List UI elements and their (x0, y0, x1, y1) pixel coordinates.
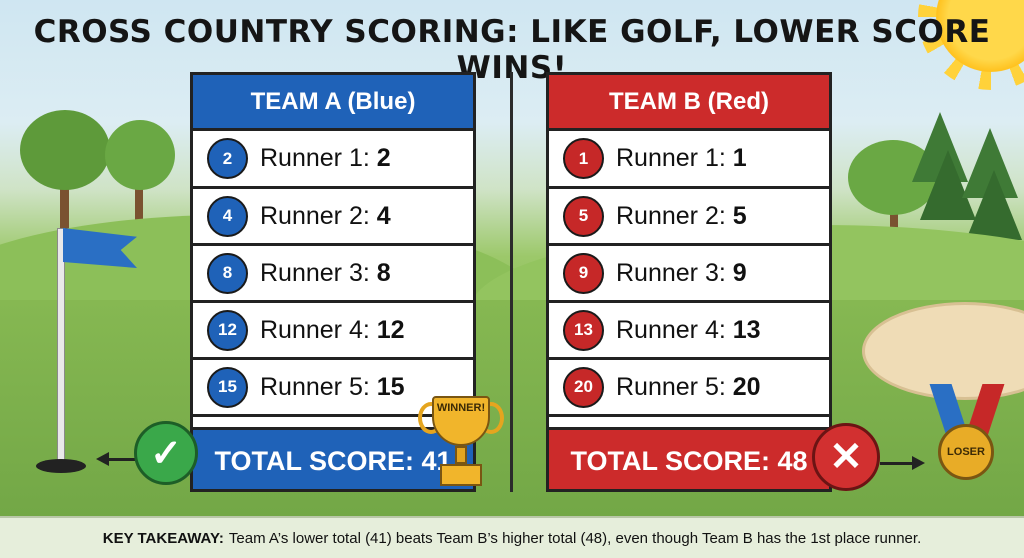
runner-line: Runner 5: 20 (616, 373, 761, 402)
arrow-right-icon (912, 456, 925, 470)
team-a-row: 4 Runner 2: 4 (193, 189, 473, 246)
team-a-total: TOTAL SCORE: 41 (193, 427, 473, 489)
team-b-row: 9 Runner 3: 9 (549, 246, 829, 303)
place-badge: 9 (563, 252, 604, 294)
runner-line: Runner 2: 5 (616, 202, 747, 231)
key-takeaway: KEY TAKEAWAY: Team A’s lower total (41) … (0, 516, 1024, 558)
place-badge: 4 (207, 195, 248, 237)
trophy-base (440, 464, 482, 486)
place-badge: 8 (207, 252, 248, 294)
runner-line: Runner 5: 15 (260, 373, 405, 402)
runner-label: Runner 2: (260, 201, 370, 230)
runner-score: 9 (732, 258, 747, 287)
takeaway-text: Team A’s lower total (41) beats Team B’s… (228, 529, 922, 547)
runner-score: 12 (376, 315, 405, 344)
team-b-panel: TEAM B (Red) 1 Runner 1: 1 5 Runner 2: 5… (546, 72, 832, 492)
runner-line: Runner 1: 2 (260, 144, 391, 173)
runner-score: 2 (376, 144, 391, 172)
team-a-row: 12 Runner 4: 12 (193, 303, 473, 360)
tree (20, 110, 110, 190)
trophy-stem (455, 446, 467, 464)
team-b-row: 5 Runner 2: 5 (549, 189, 829, 246)
team-a-title: TEAM A (Blue) (193, 75, 473, 131)
team-a-row: 8 Runner 3: 8 (193, 246, 473, 303)
place-badge: 2 (207, 138, 248, 179)
team-b-row: 20 Runner 5: 20 (549, 360, 829, 417)
place-badge: 5 (563, 195, 604, 237)
place-badge: 1 (563, 138, 604, 179)
runner-label: Runner 1: (260, 144, 370, 172)
runner-score: 1 (732, 144, 747, 172)
runner-score: 8 (376, 258, 391, 287)
team-b-row: 13 Runner 4: 13 (549, 303, 829, 360)
runner-line: Runner 4: 13 (616, 316, 761, 345)
runner-line: Runner 3: 8 (260, 259, 391, 288)
tree-trunk (890, 185, 898, 245)
runner-label: Runner 1: (616, 144, 726, 172)
medal-icon: LOSER (929, 384, 1010, 494)
trophy-icon: WINNER! (418, 392, 504, 492)
sand-bunker (862, 302, 1024, 400)
runner-label: Runner 4: (616, 315, 726, 344)
pine-tree (966, 170, 1022, 240)
tree-trunk (60, 160, 69, 230)
runner-line: Runner 3: 9 (616, 259, 747, 288)
runner-score: 4 (376, 201, 391, 230)
runner-score: 15 (376, 372, 405, 401)
medal-disc: LOSER (938, 424, 994, 480)
trophy-cup (432, 396, 490, 446)
runner-label: Runner 3: (616, 258, 726, 287)
tree (105, 120, 175, 190)
team-b-title: TEAM B (Red) (549, 75, 829, 131)
runner-label: Runner 5: (616, 372, 726, 401)
runner-score: 13 (732, 315, 761, 344)
takeaway-label: KEY TAKEAWAY: (102, 529, 224, 547)
place-badge: 20 (563, 366, 604, 408)
place-badge: 13 (563, 309, 604, 351)
runner-label: Runner 2: (616, 201, 726, 230)
arrow-left-icon (96, 452, 109, 466)
runner-score: 20 (732, 372, 761, 401)
runner-label: Runner 4: (260, 315, 370, 344)
runner-label: Runner 3: (260, 258, 370, 287)
center-divider (510, 72, 513, 492)
winner-label: WINNER! (436, 402, 486, 414)
runner-line: Runner 2: 4 (260, 202, 391, 231)
team-b-row: 1 Runner 1: 1 (549, 131, 829, 189)
flagpole (57, 228, 65, 470)
tree-trunk (135, 170, 143, 230)
place-badge: 12 (207, 309, 248, 351)
team-a-row: 15 Runner 5: 15 (193, 360, 473, 417)
arrow-line (880, 462, 914, 465)
team-a-row: 2 Runner 1: 2 (193, 131, 473, 189)
runner-label: Runner 5: (260, 372, 370, 401)
team-b-total: TOTAL SCORE: 48 (549, 427, 829, 489)
loser-label: LOSER (947, 446, 985, 458)
arrow-line (108, 458, 136, 461)
checkmark-icon: ✓ (134, 421, 198, 485)
place-badge: 15 (207, 366, 248, 408)
runner-score: 5 (732, 201, 747, 230)
golf-hole (36, 459, 86, 473)
runner-line: Runner 4: 12 (260, 316, 405, 345)
runner-line: Runner 1: 1 (616, 144, 747, 173)
x-icon: ✕ (812, 423, 880, 491)
